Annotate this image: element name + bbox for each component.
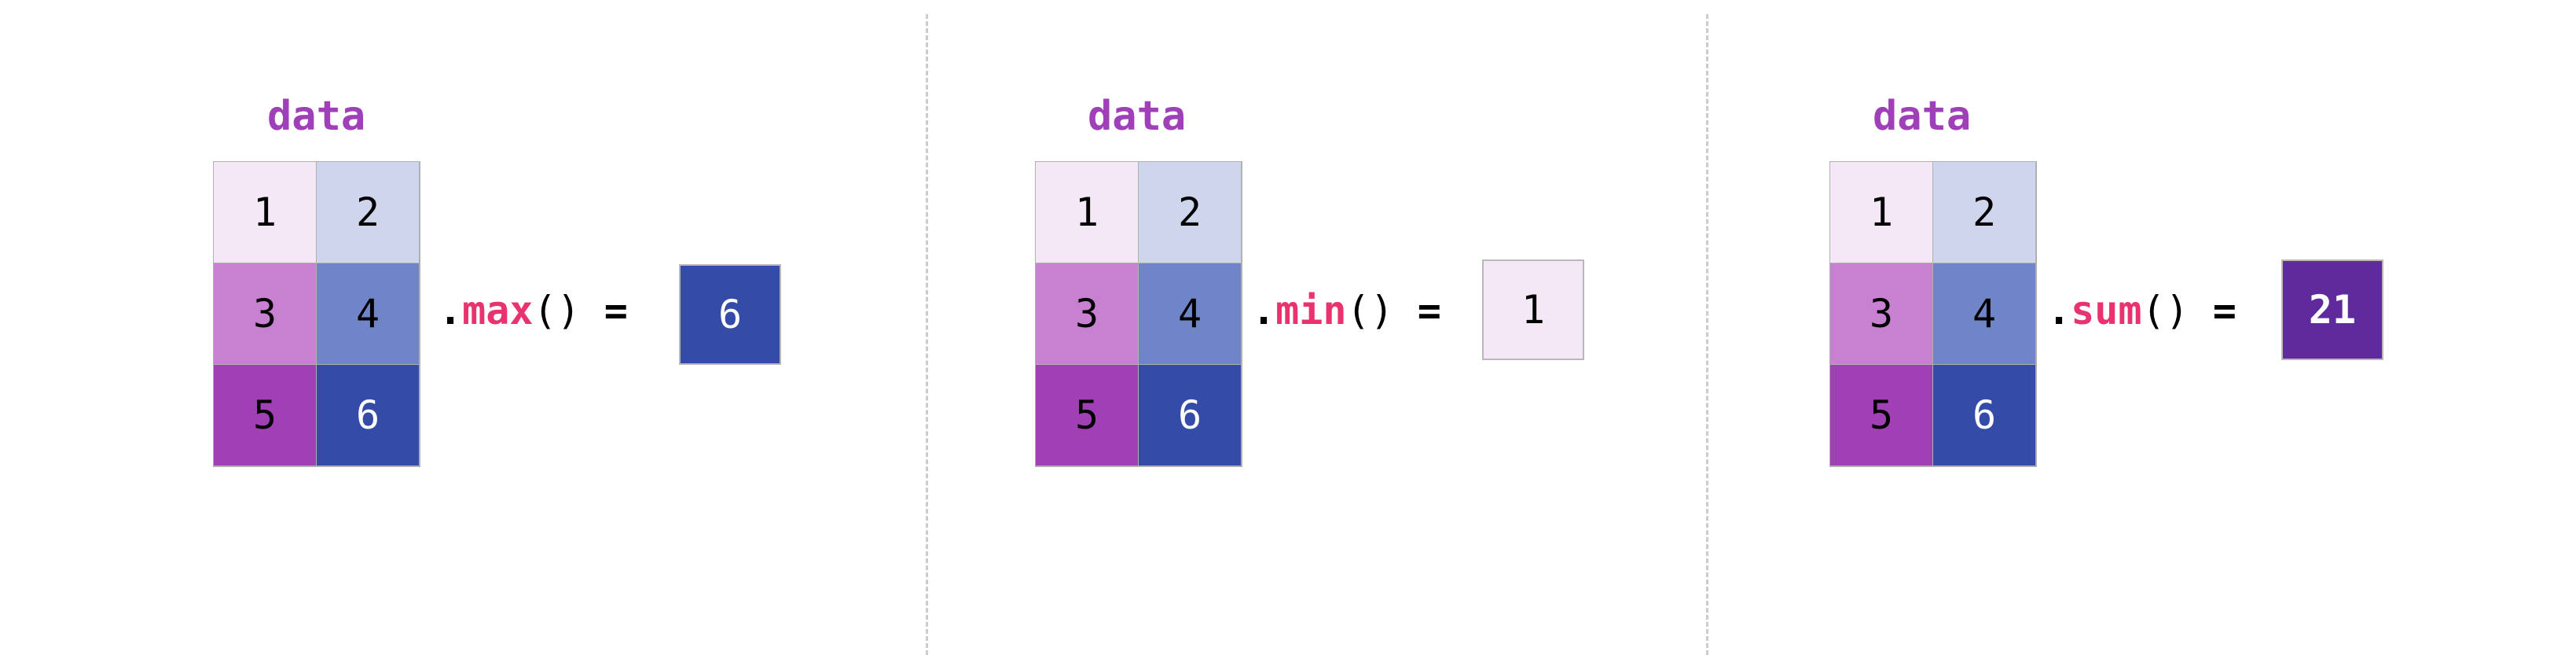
data-cell: 2 — [316, 161, 420, 263]
data-label: data — [1088, 93, 1187, 140]
equals-sign: = — [2212, 288, 2237, 333]
data-label: data — [1873, 93, 1972, 140]
panel-divider — [926, 14, 928, 655]
data-cell: 5 — [1035, 364, 1139, 466]
method-name: sum — [2071, 288, 2142, 333]
data-cell: 1 — [1829, 161, 1933, 263]
data-cell: 5 — [1829, 364, 1933, 466]
data-cell: 4 — [1138, 263, 1242, 365]
parens: () — [533, 288, 581, 333]
method-expression: .min() = — [1252, 288, 1441, 333]
method-name: max — [462, 288, 534, 333]
data-cell: 3 — [1829, 263, 1933, 365]
method-name: min — [1275, 288, 1347, 333]
data-cell: 6 — [1138, 364, 1242, 466]
min-result: 1 — [1482, 259, 1584, 360]
data-cell: 6 — [316, 364, 420, 466]
data-cell: 2 — [1138, 161, 1242, 263]
panel-divider — [1706, 14, 1708, 655]
data-cell: 6 — [1932, 364, 2036, 466]
parens: () — [2141, 288, 2189, 333]
data-cell: 1 — [213, 161, 317, 263]
data-cell: 3 — [213, 263, 317, 365]
dot: . — [2047, 288, 2071, 333]
data-cell: 2 — [1932, 161, 2036, 263]
method-expression: .max() = — [439, 288, 628, 333]
sum-result: 21 — [2281, 259, 2383, 360]
data-cell: 3 — [1035, 263, 1139, 365]
data-cell: 5 — [213, 364, 317, 466]
data-cell: 4 — [1932, 263, 2036, 365]
dot: . — [439, 288, 463, 333]
equals-sign: = — [1417, 288, 1441, 333]
max-result: 6 — [679, 264, 781, 365]
data-cell: 1 — [1035, 161, 1139, 263]
parens: () — [1346, 288, 1394, 333]
data-cell: 4 — [316, 263, 420, 365]
equals-sign: = — [604, 288, 628, 333]
dot: . — [1252, 288, 1276, 333]
data-label: data — [267, 93, 366, 140]
method-expression: .sum() = — [2047, 288, 2237, 333]
